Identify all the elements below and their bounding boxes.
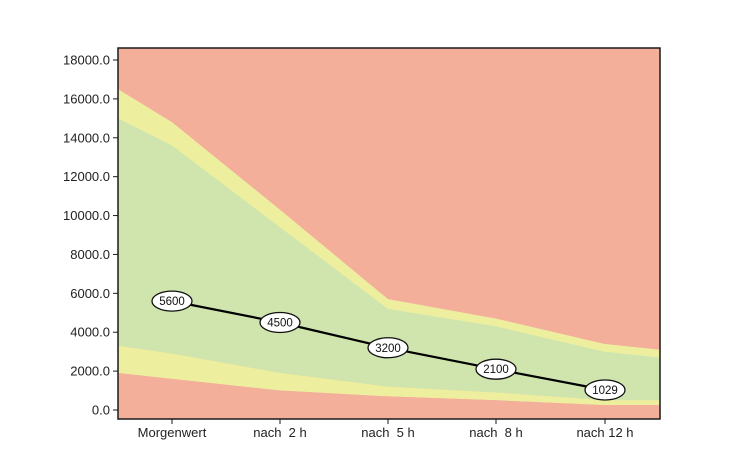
- data-point: 4500: [259, 311, 301, 334]
- x-tick-label: nach 8 h: [469, 425, 523, 440]
- data-label: 5600: [159, 296, 185, 308]
- y-tick-label: 0.0: [92, 403, 110, 418]
- plot-frame: [117, 47, 661, 420]
- data-label: 3200: [375, 343, 401, 355]
- y-tick-label: 14000.0: [63, 130, 110, 145]
- data-point: 3200: [367, 337, 409, 359]
- x-tick-label: Morgenwert: [138, 425, 207, 440]
- y-tick-label: 10000.0: [63, 208, 110, 223]
- point-marker: [367, 337, 409, 359]
- x-tick-label: nach 12 h: [576, 425, 633, 440]
- point-marker: [475, 358, 517, 380]
- data-label: 2100: [483, 364, 509, 376]
- band-green: [118, 118, 660, 401]
- point-marker: [151, 290, 193, 312]
- y-tick-label: 12000.0: [63, 169, 110, 184]
- data-point: 5600: [151, 290, 193, 312]
- plot-area: [118, 48, 660, 419]
- point-marker: [259, 311, 301, 334]
- y-tick-label: 2000.0: [70, 364, 110, 379]
- data-label: 1029: [592, 385, 618, 397]
- point-marker: [584, 379, 626, 401]
- data-point: 2100: [475, 358, 517, 380]
- x-tick-label: nach 2 h: [253, 425, 307, 440]
- data-label: 4500: [267, 318, 293, 330]
- band-lower-yellow: [118, 345, 660, 406]
- y-tick-label: 18000.0: [63, 53, 110, 68]
- y-tick-label: 6000.0: [70, 286, 110, 301]
- y-tick-label: 4000.0: [70, 325, 110, 340]
- y-tick-label: 16000.0: [63, 91, 110, 106]
- x-tick-label: nach 5 h: [361, 425, 415, 440]
- band-lower-red: [118, 373, 660, 419]
- y-tick-label: 8000.0: [70, 247, 110, 262]
- series-layer: 5600 4500 3200 2100 1029: [151, 290, 626, 401]
- axis-layer: 0.0 2000.0 4000.0 6000.0 8000.0 10000.0 12000.…: [63, 53, 634, 441]
- data-point: 1029: [584, 379, 626, 401]
